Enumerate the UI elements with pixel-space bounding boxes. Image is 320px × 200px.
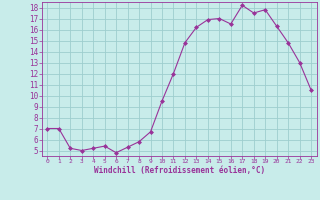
X-axis label: Windchill (Refroidissement éolien,°C): Windchill (Refroidissement éolien,°C) [94,166,265,175]
